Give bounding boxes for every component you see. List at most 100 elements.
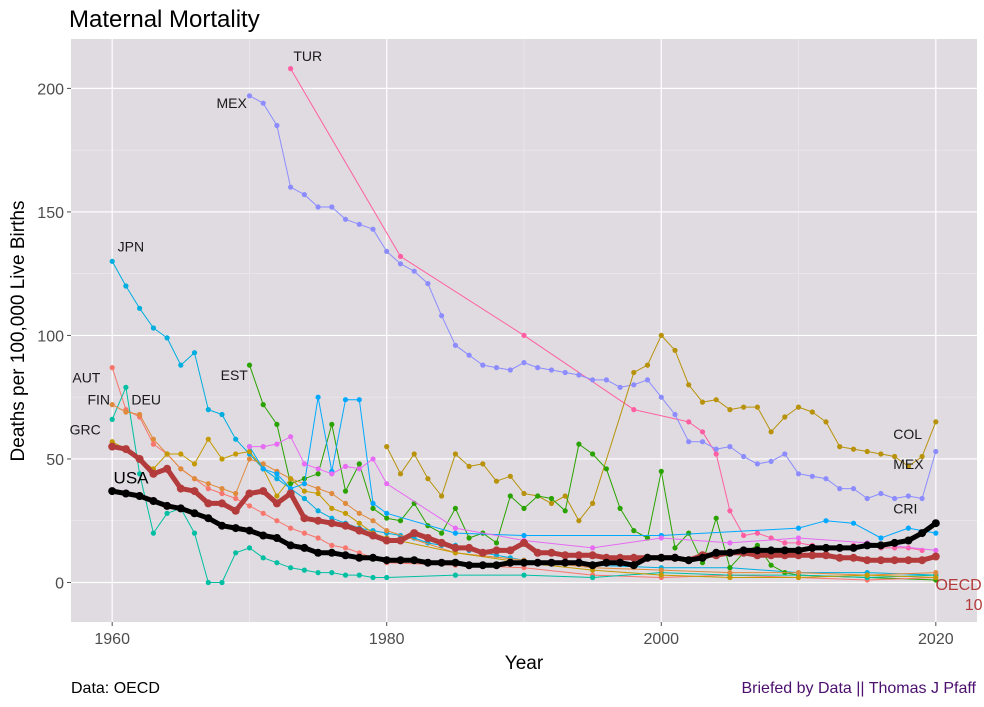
series-point (109, 416, 115, 422)
x-tick-label: 2000 (643, 631, 679, 648)
x-axis-title: Year (505, 653, 544, 674)
series-point (315, 466, 321, 472)
series-point (205, 486, 211, 492)
series-point (795, 574, 802, 581)
series-point (178, 362, 184, 368)
series-point (121, 445, 130, 454)
series-point (205, 436, 211, 442)
series-point (890, 538, 899, 547)
series-point (286, 541, 295, 550)
series-point (190, 487, 199, 496)
series-point (576, 441, 582, 447)
series-point (480, 362, 486, 368)
series-point (327, 519, 336, 528)
series-point (219, 456, 225, 462)
series-point (123, 283, 129, 289)
series-point (588, 551, 597, 560)
series-point (219, 486, 225, 492)
data-source-caption: Data: OECD (71, 680, 160, 697)
series-point (506, 558, 515, 567)
series-point (164, 335, 170, 341)
series-point (782, 414, 788, 420)
series-point (835, 553, 844, 562)
series-point (727, 508, 733, 514)
series-point (178, 466, 184, 472)
series-point (795, 525, 802, 531)
series-point (315, 486, 321, 492)
series-point (370, 456, 376, 462)
series-layer (108, 66, 940, 586)
series-mex (246, 93, 939, 502)
series-point (631, 407, 637, 413)
series-point (205, 407, 211, 413)
series-point (437, 538, 446, 547)
series-point (643, 553, 652, 562)
series-point (260, 510, 266, 516)
series-point (876, 541, 885, 550)
series-point (233, 495, 239, 502)
series-point (754, 530, 761, 536)
series-point (892, 495, 898, 502)
series-point (301, 461, 307, 467)
author-caption: Briefed by Data || Thomas J Pfaff (741, 680, 977, 697)
series-point (233, 436, 239, 442)
series-point (547, 558, 556, 567)
series-col (384, 332, 939, 524)
series-point (233, 550, 239, 556)
series-point (355, 553, 364, 562)
series-point (933, 419, 939, 425)
series-point (329, 471, 335, 477)
series-point (823, 419, 829, 425)
country-label: DEU (131, 392, 161, 408)
series-point (246, 456, 253, 462)
country-label: MEX (893, 456, 924, 472)
series-point (288, 476, 294, 482)
usa-label: USA (114, 469, 150, 488)
series-point (658, 535, 664, 541)
series-point (507, 367, 513, 373)
series-point (396, 556, 405, 565)
series-point (727, 540, 733, 546)
series-point (370, 505, 376, 511)
series-point (863, 556, 872, 565)
series-point (260, 444, 266, 450)
series-point (274, 493, 280, 499)
series-point (629, 553, 638, 562)
series-point (300, 543, 309, 552)
series-point (315, 204, 321, 210)
series-point (904, 536, 913, 545)
series-point (452, 572, 458, 578)
series-point (259, 487, 268, 496)
series-point (425, 476, 431, 482)
series-usa (108, 487, 940, 570)
series-point (849, 543, 858, 552)
series-point (919, 453, 925, 460)
series-point (423, 534, 432, 542)
series-point (356, 520, 362, 526)
series-point (686, 382, 692, 388)
series-point (753, 546, 762, 555)
series-point (191, 476, 198, 482)
country-label: JPN (118, 238, 144, 254)
series-point (780, 546, 789, 555)
series-point (905, 493, 912, 499)
series-point (864, 495, 870, 502)
series-point (369, 531, 377, 540)
series-point (342, 510, 349, 516)
series-point (535, 493, 541, 499)
series-point (123, 409, 129, 415)
series-point (507, 493, 513, 499)
series-point (437, 558, 446, 567)
series-point (137, 411, 143, 418)
series-point (672, 347, 678, 353)
series-point (590, 574, 596, 581)
series-point (204, 499, 213, 508)
series-point (301, 488, 307, 494)
series-point (439, 313, 445, 319)
series-point (629, 561, 638, 570)
series-point (933, 574, 939, 581)
series-point (329, 421, 335, 427)
series-point (150, 436, 156, 442)
series-point (233, 490, 239, 497)
x-tick-label: 1980 (369, 631, 405, 648)
